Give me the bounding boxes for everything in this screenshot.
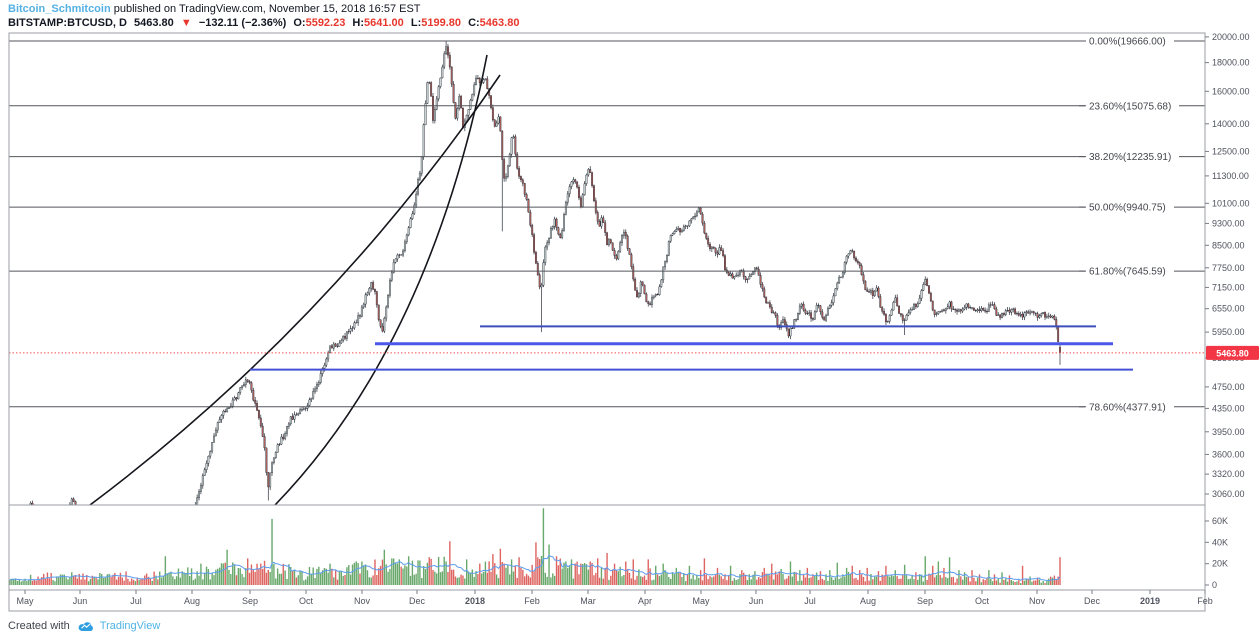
svg-text:20000.00: 20000.00: [1212, 32, 1250, 42]
volume-ma-line: [9, 554, 1061, 582]
svg-text:3600.00: 3600.00: [1212, 449, 1245, 459]
svg-text:Sep: Sep: [917, 596, 933, 606]
svg-text:16000.00: 16000.00: [1212, 86, 1250, 96]
svg-text:10100.00: 10100.00: [1212, 198, 1250, 208]
trend-lines-layer: [89, 54, 501, 505]
svg-text:May: May: [692, 596, 710, 606]
svg-text:Nov: Nov: [354, 596, 371, 606]
open-label: O:: [293, 17, 306, 29]
byline: Bitcoin_Schmitcoin published on TradingV…: [8, 3, 523, 16]
support-lines-layer: [250, 325, 1133, 371]
fib-retracement-lines: [9, 40, 1205, 408]
svg-text:5463.80: 5463.80: [1216, 348, 1249, 358]
high-label: H:: [352, 17, 365, 29]
svg-text:20K: 20K: [1212, 559, 1228, 569]
chart-footer: Created with TradingView: [8, 619, 160, 632]
svg-text:Jul: Jul: [804, 596, 816, 606]
svg-text:7150.00: 7150.00: [1212, 282, 1245, 292]
svg-text:Sep: Sep: [242, 596, 258, 606]
svg-text:Nov: Nov: [1029, 596, 1046, 606]
svg-text:7750.00: 7750.00: [1212, 263, 1245, 273]
byline-text: published on TradingView.com, November 1…: [110, 3, 421, 15]
price-axis: 20000.00 18000.00 16000.00 14000.00 12500.00…: [1205, 32, 1250, 499]
chart-frame: [8, 32, 1206, 612]
svg-text:Oct: Oct: [299, 596, 314, 606]
close-label: C:: [468, 17, 480, 29]
last-price: 5463.80: [134, 17, 174, 29]
svg-text:6550.00: 6550.00: [1212, 304, 1245, 314]
svg-text:38.20%(12235.91): 38.20%(12235.91): [1089, 152, 1171, 163]
svg-text:Mar: Mar: [580, 596, 596, 606]
svg-text:Jun: Jun: [749, 596, 764, 606]
author-link[interactable]: Bitcoin_Schmitcoin: [8, 3, 111, 15]
svg-text:50.00%(9940.75): 50.00%(9940.75): [1089, 203, 1166, 214]
svg-text:Oct: Oct: [975, 596, 990, 606]
svg-text:4350.00: 4350.00: [1212, 403, 1245, 413]
tradingview-logo-icon[interactable]: [77, 619, 95, 632]
open-value: 5592.23: [305, 17, 346, 29]
svg-text:Dec: Dec: [1084, 596, 1101, 606]
chart-header: Bitcoin_Schmitcoin published on TradingV…: [8, 3, 523, 30]
svg-text:3060.00: 3060.00: [1212, 489, 1245, 499]
svg-text:61.80%(7645.59): 61.80%(7645.59): [1089, 267, 1166, 278]
svg-text:5950.00: 5950.00: [1212, 327, 1245, 337]
svg-text:3950.00: 3950.00: [1212, 427, 1245, 437]
svg-text:2019: 2019: [1140, 596, 1160, 606]
svg-text:40K: 40K: [1212, 537, 1228, 547]
fib-labels: 0.00%(19666.00) 23.60%(15075.68) 38.20%(12…: [1079, 34, 1179, 413]
svg-text:Dec: Dec: [409, 596, 426, 606]
candles-layer: [29, 41, 1061, 505]
price-change: −132.11 (−2.36%): [198, 17, 287, 29]
svg-text:14000.00: 14000.00: [1212, 119, 1250, 129]
svg-text:4750.00: 4750.00: [1212, 382, 1245, 392]
svg-text:Feb: Feb: [1197, 596, 1213, 606]
svg-text:11300.00: 11300.00: [1212, 171, 1249, 181]
svg-text:12500.00: 12500.00: [1212, 146, 1250, 156]
svg-text:78.60%(4377.91): 78.60%(4377.91): [1089, 402, 1166, 413]
svg-text:0.00%(19666.00): 0.00%(19666.00): [1089, 37, 1166, 48]
time-axis: May Jun Jul Aug Sep Oct Nov Dec 2018 Feb Mar Apr May…: [16, 590, 1213, 606]
svg-text:0: 0: [1212, 580, 1217, 590]
svg-text:Jul: Jul: [130, 596, 142, 606]
svg-text:60K: 60K: [1212, 516, 1228, 526]
created-with-text: Created with: [8, 619, 70, 632]
svg-text:Jun: Jun: [73, 596, 88, 606]
svg-text:18000.00: 18000.00: [1212, 58, 1250, 68]
low-value: 5199.80: [421, 17, 461, 29]
symbol-name: BITSTAMP:BTCUSD, D: [8, 17, 127, 29]
price-badge: 5463.80: [1206, 345, 1259, 360]
svg-text:2018: 2018: [465, 596, 485, 606]
low-label: L:: [410, 17, 422, 29]
svg-text:3320.00: 3320.00: [1212, 469, 1245, 479]
high-value: 5641.00: [364, 17, 404, 29]
svg-text:May: May: [16, 596, 34, 606]
svg-text:Aug: Aug: [184, 596, 200, 606]
close-value: 5463.80: [479, 17, 520, 29]
volume-layer: [9, 508, 1061, 585]
svg-text:Aug: Aug: [860, 596, 876, 606]
svg-text:Apr: Apr: [638, 596, 652, 606]
tradingview-link[interactable]: TradingView: [99, 619, 161, 632]
svg-text:23.60%(15075.68): 23.60%(15075.68): [1089, 101, 1171, 112]
svg-text:9300.00: 9300.00: [1212, 218, 1245, 228]
symbol-line: BITSTAMP:BTCUSD, D 5463.80 ▼ −132.11 (−2…: [8, 17, 523, 30]
volume-axis: 60K 40K 20K 0: [1205, 516, 1228, 590]
down-arrow-icon: ▼: [180, 17, 192, 29]
svg-text:Feb: Feb: [524, 596, 540, 606]
svg-text:8500.00: 8500.00: [1212, 240, 1245, 250]
